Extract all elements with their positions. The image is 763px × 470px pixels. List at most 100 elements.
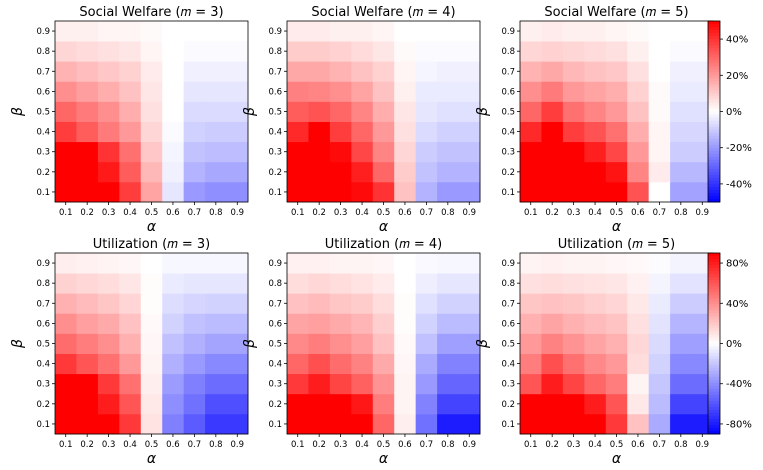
heatmap-cell [670,61,692,82]
colorbar-segment [708,301,720,305]
colorbar-segment [708,424,720,429]
colorbar-segment [708,325,720,329]
heatmap-cell [670,121,692,143]
y-tick-label: 0.6 [501,319,515,329]
heatmap-cell [55,81,77,102]
colorbar-segment [708,117,720,122]
colorbar-segment [708,42,720,46]
heatmap-cell [308,273,331,294]
heatmap-cell [520,353,542,375]
heatmap-cell [541,181,564,203]
heatmap-cell [541,253,564,274]
heatmap-cell [76,313,99,334]
heatmap-cell [162,21,185,42]
colorbar-segment [708,141,720,146]
heatmap-cell [627,141,650,163]
heatmap-panel-r0-c2: Social Welfare (𝑚 = 5) 0.1 0.2 0.3 0.4 0.5 0.6… [475,5,714,235]
heatmap-cell [226,393,249,415]
x-tick-label: 0.2 [80,208,94,218]
heatmap-cell [648,141,671,163]
heatmap-cell [140,141,163,163]
heatmap-cell [119,141,142,163]
heatmap-cell [329,373,352,395]
heatmap-cell [183,353,206,375]
heatmap-cell [119,353,142,375]
colorbar-segment [708,364,720,369]
heatmap-cell [605,121,628,143]
heatmap-cell [119,101,142,122]
colorbar-segment [708,430,720,435]
heatmap-cell [329,81,352,102]
heatmap-cell [140,313,163,334]
heatmap-cell [458,181,481,203]
heatmap-cell [97,101,120,122]
heatmap-cell [458,413,481,435]
colorbar-segment [708,183,720,188]
y-axis-label: β [242,107,258,117]
colorbar-segment [708,138,720,143]
colorbar-segment [708,280,720,284]
colorbar-segment [708,27,720,31]
y-tick-label: 0.8 [501,47,515,57]
heatmap-cell [329,21,352,42]
x-tick-label: 0.7 [420,440,434,450]
heatmap-cell [162,41,185,62]
y-tick-label: 0.1 [268,420,282,430]
heatmap-cell [562,141,585,163]
heatmap-cell [226,181,249,203]
heatmap-cell [226,41,249,62]
y-tick-label: 0.9 [268,259,282,269]
heatmap-cell [437,353,459,375]
x-tick-label: 0.7 [653,440,667,450]
y-tick-label: 0.7 [268,67,282,77]
heatmap-cell [55,393,77,415]
heatmap-cell [329,313,352,334]
colorbar-segment [708,189,720,194]
heatmap-cell [183,313,206,334]
colorbar-segment [708,412,720,417]
heatmap-cell [76,161,99,183]
y-tick-label: 0.1 [501,420,515,430]
y-tick-label: 0.8 [36,279,50,289]
heatmap-cell [372,273,395,294]
y-tick-label: 0.4 [501,128,515,138]
heatmap-cell [55,141,77,163]
heatmap-cell [437,161,459,183]
heatmap-cell [415,101,438,122]
heatmap-cell [394,273,417,294]
heatmap-cell [605,293,628,314]
heatmap-cell [226,253,249,274]
heatmap-cell [670,161,692,183]
x-tick-label: 0.6 [398,440,412,450]
heatmap-cell [287,101,309,122]
heatmap-cell [437,41,459,62]
heatmap-cell [372,373,395,395]
heatmap-cell [287,61,309,82]
heatmap-cell [287,393,309,415]
heatmap-cell [226,413,249,435]
heatmap-cell [97,253,120,274]
colorbar-segment [708,319,720,323]
colorbar-segment [708,36,720,40]
heatmap-panel-r1-c1: Utilization (𝑚 = 4) 0.1 0.2 0.3 0.4 0.5 0.6 0.7… [242,237,481,467]
heatmap-cell [308,121,331,143]
heatmap-cell [648,41,671,62]
heatmap-cell [627,393,650,415]
heatmap-cell [97,353,120,375]
colorbar-segment [708,93,720,97]
colorbar-segment [708,33,720,37]
heatmap-cell [627,413,650,435]
y-tick-label: 0.7 [268,299,282,309]
heatmap-cell [458,393,481,415]
colorbar-segment [708,265,720,269]
heatmap-cell [140,353,163,375]
colorbar-segment [708,283,720,287]
y-tick-label: 0.5 [501,108,515,118]
heatmap-cell [562,393,585,415]
colorbar-segment [708,84,720,88]
heatmap-cell [287,353,309,375]
heatmap-cell [226,121,249,143]
x-tick-label: 0.9 [696,440,710,450]
heatmap-cell [520,161,542,183]
heatmap-cell [183,273,206,294]
